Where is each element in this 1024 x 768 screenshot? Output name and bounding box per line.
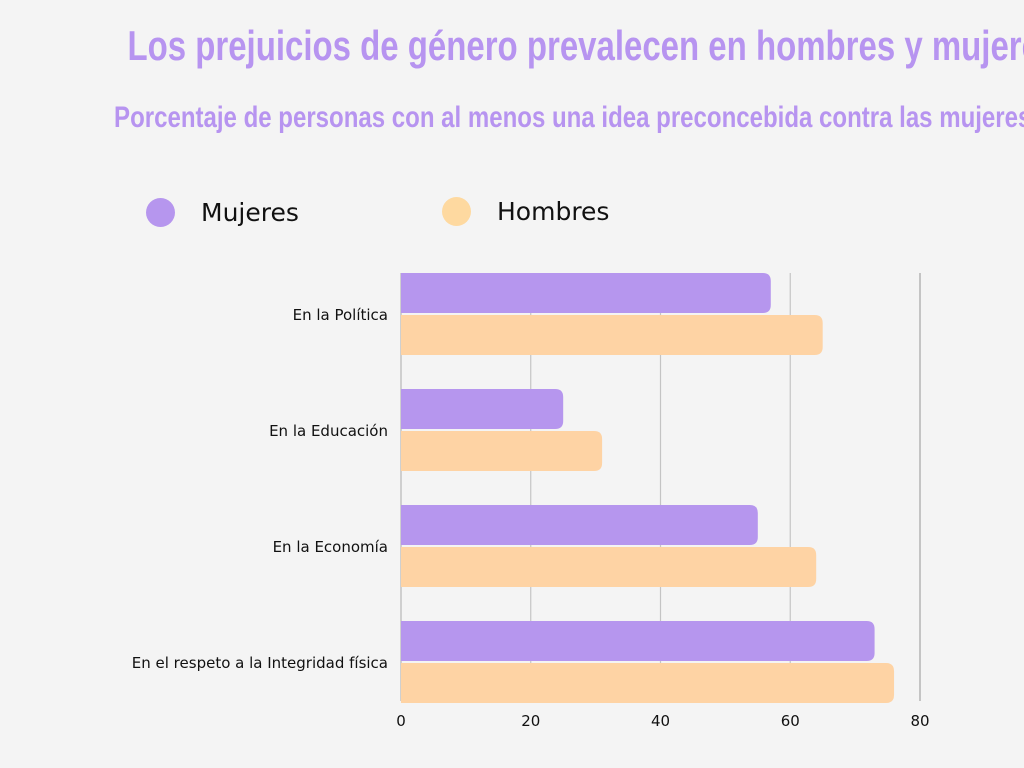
legend-swatch-mujeres <box>146 198 175 227</box>
bar-hombres <box>401 315 823 355</box>
chart-subtitle-text: Porcentaje de personas con al menos una … <box>114 101 1024 134</box>
legend-item-mujeres: Mujeres <box>146 198 299 227</box>
x-tick-label: 60 <box>781 712 800 730</box>
bar-hombres <box>401 547 817 587</box>
legend-label-hombres: Hombres <box>497 197 610 226</box>
chart-title-text: Los prejuicios de género prevalecen en h… <box>127 22 1024 69</box>
category-label: En el respeto a la Integridad física <box>132 654 388 672</box>
x-tick-label: 80 <box>910 712 929 730</box>
bar-mujeres <box>400 273 771 313</box>
x-tick-label: 0 <box>396 712 406 730</box>
legend-swatch-hombres <box>442 197 471 226</box>
x-tick-label: 20 <box>521 712 540 730</box>
bar-hombres <box>401 663 895 703</box>
bar-mujeres <box>401 389 564 429</box>
bar-hombres <box>401 431 603 471</box>
category-label: En la Educación <box>269 422 388 440</box>
chart-subtitle: Porcentaje de personas con al menos una … <box>0 101 1024 135</box>
category-label: En la Economía <box>273 538 388 556</box>
bar-mujeres <box>401 505 758 545</box>
x-tick-label: 40 <box>651 712 670 730</box>
chart-title: Los prejuicios de género prevalecen en h… <box>0 22 1024 70</box>
category-label: En la Política <box>293 306 388 324</box>
bar-mujeres <box>401 621 875 661</box>
legend-item-hombres: Hombres <box>442 197 609 226</box>
legend-label-mujeres: Mujeres <box>201 198 299 227</box>
